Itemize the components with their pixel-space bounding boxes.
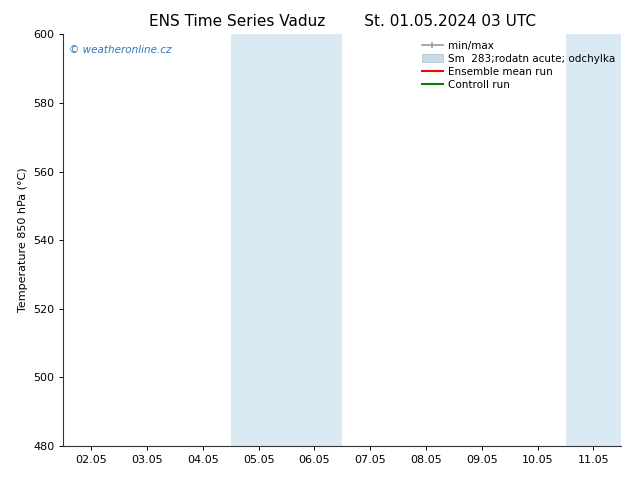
- Title: ENS Time Series Vaduz        St. 01.05.2024 03 UTC: ENS Time Series Vaduz St. 01.05.2024 03 …: [149, 14, 536, 29]
- Legend: min/max, Sm  283;rodatn acute; odchylka, Ensemble mean run, Controll run: min/max, Sm 283;rodatn acute; odchylka, …: [418, 37, 618, 93]
- Bar: [231, 34, 342, 446]
- Y-axis label: Temperature 850 hPa (°C): Temperature 850 hPa (°C): [18, 168, 27, 313]
- Bar: [566, 34, 621, 446]
- Text: © weatheronline.cz: © weatheronline.cz: [69, 45, 171, 54]
